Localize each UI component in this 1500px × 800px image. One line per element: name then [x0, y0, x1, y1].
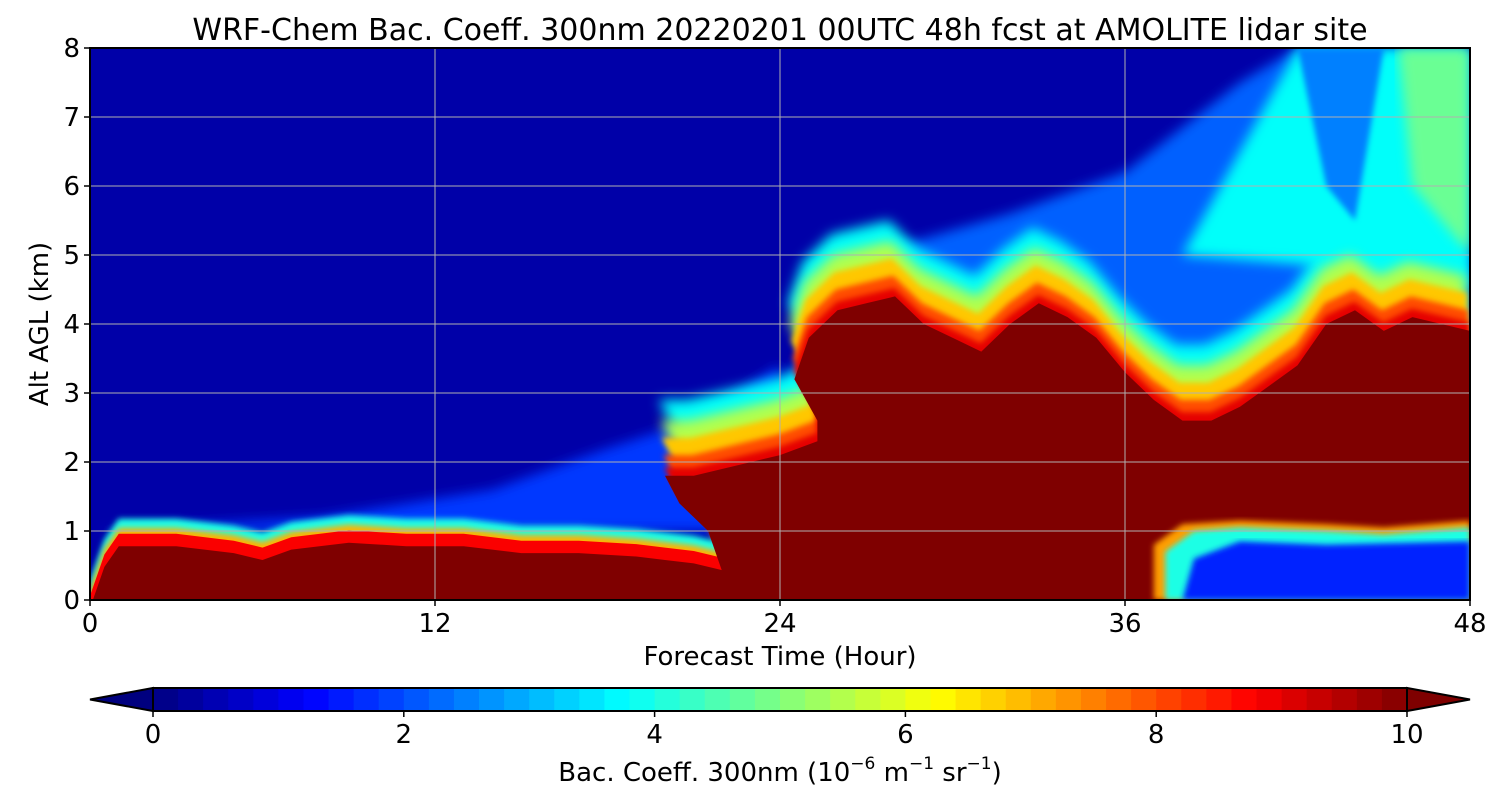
- colorbar-cell: [679, 688, 706, 711]
- colorbar-cell: [754, 688, 781, 711]
- colorbar-cell: [253, 688, 279, 711]
- colorbar-cell: [729, 688, 756, 711]
- colorbar-cell: [1331, 688, 1358, 711]
- heat-pocket-blue: [1182, 541, 1470, 600]
- colorbar-tick-label: 2: [396, 720, 413, 750]
- colorbar-tick-label: 4: [646, 720, 663, 750]
- y-tick-label: 1: [63, 517, 80, 547]
- colorbar-ticks: 0 2 4 6 8 10: [145, 711, 1424, 750]
- colorbar-cell: [1055, 688, 1082, 711]
- colorbar-cell: [178, 688, 204, 711]
- colorbar-cell: [303, 688, 330, 711]
- plot-area: [90, 48, 1470, 600]
- colorbar-cell: [328, 688, 355, 711]
- colorbar-label-mid: m: [875, 758, 909, 788]
- colorbar-label-exp1: −6: [850, 754, 875, 774]
- colorbar-cell: [955, 688, 982, 711]
- colorbar-cell: [1356, 688, 1383, 711]
- x-axis-label: Forecast Time (Hour): [643, 642, 916, 672]
- colorbar-cell: [228, 688, 254, 711]
- colorbar-tick-label: 8: [1148, 720, 1165, 750]
- colorbar-cell: [1181, 688, 1207, 711]
- colorbar-cell: [855, 688, 881, 711]
- colorbar-cell: [278, 688, 305, 711]
- colorbar-cell: [504, 688, 530, 711]
- x-axis-ticks: 0 12 24 36 48: [82, 600, 1487, 639]
- colorbar-cell: [1256, 688, 1283, 711]
- heat-surface-core: [90, 542, 723, 600]
- colorbar-frame: [152, 687, 1408, 712]
- colorbar-cell: [1030, 688, 1057, 711]
- colorbar-cell: [479, 688, 505, 711]
- colorbar-cell: [830, 688, 856, 711]
- colorbar-cell: [378, 688, 405, 711]
- colorbar-cell: [1206, 688, 1233, 711]
- y-tick-label: 3: [63, 379, 80, 409]
- x-tick-label: 24: [763, 609, 796, 639]
- colorbar-cell: [1231, 688, 1258, 711]
- colorbar-cell: [1080, 688, 1107, 711]
- colorbar-label-exp3: −1: [967, 754, 992, 774]
- y-axis-label: Alt AGL (km): [25, 242, 55, 406]
- colorbar-cell: [529, 688, 555, 711]
- y-tick-label: 8: [63, 34, 80, 64]
- colorbar-cell: [203, 688, 229, 711]
- colorbar-cell: [980, 688, 1007, 711]
- colorbar-cell: [629, 688, 656, 711]
- colorbar-cell: [1381, 688, 1408, 711]
- colorbar-tick-label: 10: [1390, 720, 1423, 750]
- heat-upper-right: [1398, 48, 1470, 255]
- grid-lines: [90, 48, 1470, 600]
- colorbar-cell: [579, 688, 606, 711]
- colorbar-low-extension: [89, 686, 154, 713]
- heat-upper-column: [1297, 48, 1384, 221]
- colorbar-tick-label: 0: [145, 720, 162, 750]
- colorbar-label-exp2: −1: [909, 754, 934, 774]
- y-tick-label: 5: [63, 241, 80, 271]
- x-tick-label: 0: [82, 609, 99, 639]
- y-tick-label: 2: [63, 448, 80, 478]
- colorbar-cell: [353, 688, 380, 711]
- colorbar-cell: [554, 688, 580, 711]
- colorbar-cell: [1131, 688, 1157, 711]
- heat-mid-blue: [90, 365, 780, 531]
- colorbar: 0 2 4 6 8 10 Bac. Coeff. 300nm (10−6 m−1 sr−1…: [89, 686, 1471, 788]
- colorbar-label-main: Bac. Coeff. 300nm (10: [558, 758, 850, 788]
- colorbar-cell: [1306, 688, 1333, 711]
- colorbar-cell: [428, 688, 455, 711]
- colorbar-cell: [604, 688, 631, 711]
- colorbar-label-end: ): [992, 758, 1002, 788]
- colorbar-cell: [780, 688, 806, 711]
- y-tick-label: 0: [63, 586, 80, 616]
- heatmap-field: [90, 48, 1470, 600]
- colorbar-cell: [930, 688, 957, 711]
- y-tick-label: 4: [63, 310, 80, 340]
- colorbar-cell: [453, 688, 480, 711]
- colorbar-high-extension: [1406, 686, 1471, 713]
- x-tick-label: 48: [1453, 609, 1486, 639]
- colorbar-cell: [1005, 688, 1032, 711]
- colorbar-cell: [403, 688, 430, 711]
- colorbar-tick-label: 6: [897, 720, 914, 750]
- colorbar-cell: [1106, 688, 1132, 711]
- colorbar-cell: [704, 688, 731, 711]
- colorbar-cell: [880, 688, 906, 711]
- colorbar-cell: [1281, 688, 1308, 711]
- colorbar-cell: [654, 688, 681, 711]
- x-tick-label: 12: [418, 609, 451, 639]
- y-axis-ticks: 0 1 2 3 4 5 6 7 8: [63, 34, 90, 616]
- y-tick-label: 7: [63, 103, 80, 133]
- y-tick-label: 6: [63, 172, 80, 202]
- colorbar-label: Bac. Coeff. 300nm (10−6 m−1 sr−1): [558, 754, 1001, 788]
- x-tick-label: 36: [1108, 609, 1141, 639]
- colorbar-cell: [905, 688, 932, 711]
- colorbar-cells: [153, 688, 1408, 711]
- colorbar-label-mid2: sr: [934, 758, 967, 788]
- colorbar-cell: [153, 688, 179, 711]
- chart-title: WRF-Chem Bac. Coeff. 300nm 20220201 00UT…: [192, 13, 1367, 48]
- colorbar-cell: [805, 688, 831, 711]
- colorbar-cell: [1156, 688, 1182, 711]
